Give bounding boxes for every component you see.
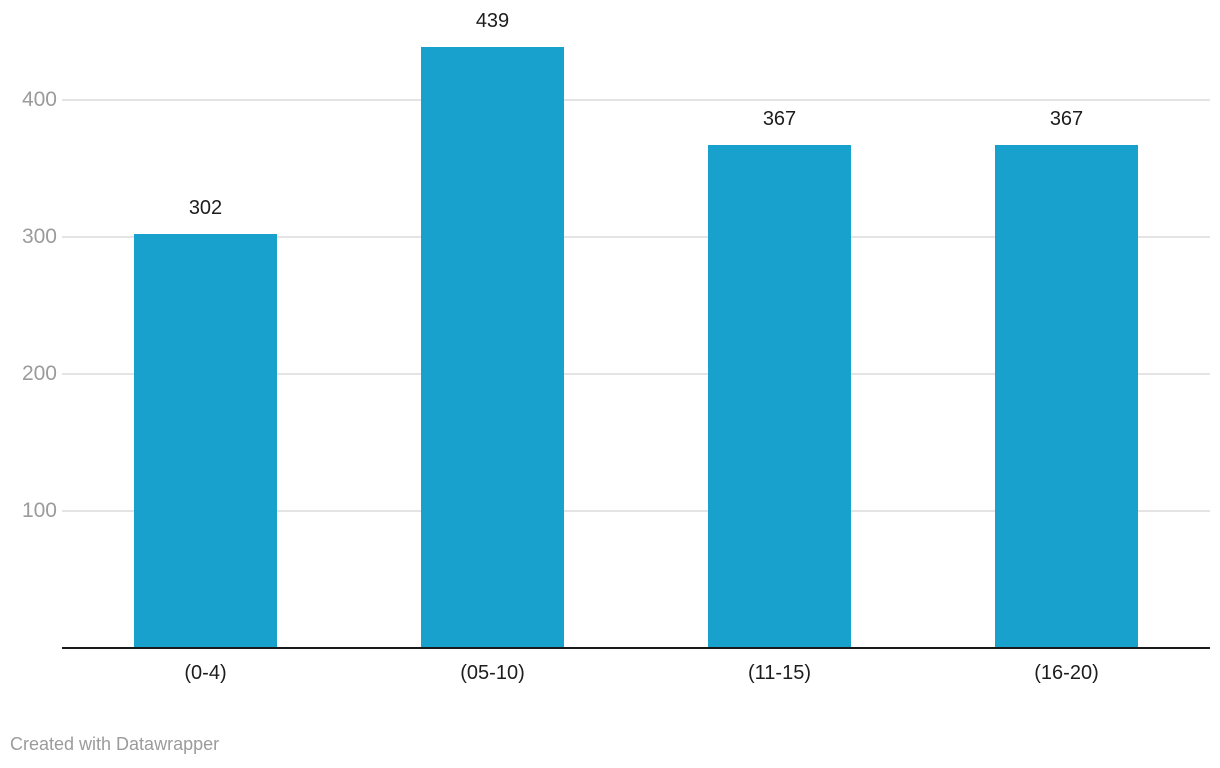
x-axis-category-label: (0-4) [184, 662, 227, 684]
bar-value-label: 439 [475, 9, 510, 32]
bar [995, 145, 1138, 648]
bar-value-label: 367 [1049, 108, 1084, 131]
bar [421, 46, 564, 648]
y-axis-tick-label: 200 [21, 362, 57, 385]
plot-area: 100 200 300 400 302 (0-4) 439 (05-10) 367 (11-15)… [21, 9, 1210, 684]
y-axis-tick-label: 300 [21, 225, 57, 248]
gridline [62, 373, 1210, 375]
datawrapper-attribution-link[interactable]: Created with Datawrapper [10, 734, 220, 754]
gridline [62, 99, 1210, 101]
x-axis-category-label: (16-20) [1034, 662, 1099, 684]
bar-value-label: 367 [762, 108, 797, 131]
bar [134, 234, 277, 648]
bar-value-label: 302 [188, 197, 223, 220]
y-axis-tick-label: 100 [21, 499, 57, 522]
x-axis-category-label: (11-15) [748, 662, 811, 684]
gridline [62, 236, 1210, 238]
x-axis-line [62, 647, 1210, 649]
y-axis-tick-label: 400 [21, 88, 57, 111]
gridline [62, 510, 1210, 512]
x-axis-category-label: (05-10) [460, 662, 525, 684]
bar [708, 145, 851, 648]
